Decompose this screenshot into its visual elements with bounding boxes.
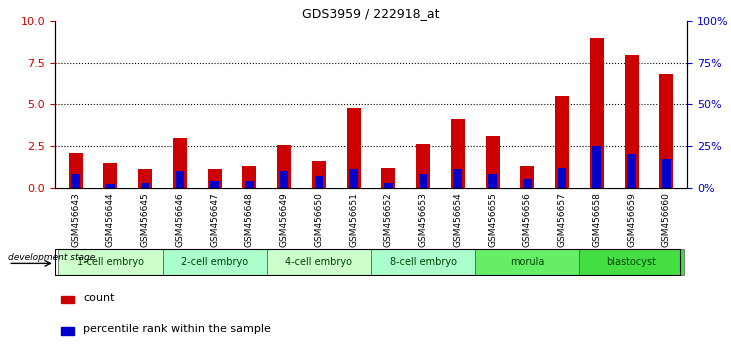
Bar bbox=[592, 146, 601, 188]
Bar bbox=[475, 249, 580, 275]
Bar bbox=[162, 249, 267, 275]
Bar bbox=[419, 174, 428, 188]
Text: GSM456648: GSM456648 bbox=[245, 193, 254, 247]
Text: GSM456653: GSM456653 bbox=[419, 193, 428, 247]
Text: count: count bbox=[83, 293, 115, 303]
Bar bbox=[384, 183, 393, 188]
Bar bbox=[451, 119, 465, 188]
Bar bbox=[346, 108, 360, 188]
Text: 4-cell embryo: 4-cell embryo bbox=[285, 257, 352, 267]
Text: GSM456643: GSM456643 bbox=[71, 193, 80, 247]
Text: 2-cell embryo: 2-cell embryo bbox=[181, 257, 249, 267]
Text: GSM456646: GSM456646 bbox=[175, 193, 184, 247]
Bar bbox=[58, 249, 162, 275]
Bar bbox=[382, 168, 395, 188]
Text: 1-cell embryo: 1-cell embryo bbox=[77, 257, 144, 267]
Bar bbox=[173, 138, 187, 188]
Text: GSM456659: GSM456659 bbox=[627, 193, 636, 247]
Text: GSM456649: GSM456649 bbox=[280, 193, 289, 247]
Bar bbox=[659, 74, 673, 188]
Text: 8-cell embryo: 8-cell embryo bbox=[390, 257, 457, 267]
Bar bbox=[555, 96, 569, 188]
Bar bbox=[267, 249, 371, 275]
Text: GSM456657: GSM456657 bbox=[558, 193, 567, 247]
Text: GSM456660: GSM456660 bbox=[662, 193, 671, 247]
Bar bbox=[208, 169, 221, 188]
Text: blastocyst: blastocyst bbox=[607, 257, 656, 267]
Bar bbox=[485, 136, 499, 188]
Bar bbox=[104, 163, 118, 188]
Bar bbox=[624, 55, 638, 188]
Bar bbox=[280, 171, 289, 188]
Bar bbox=[523, 179, 531, 188]
Text: GSM456655: GSM456655 bbox=[488, 193, 497, 247]
Text: GSM456658: GSM456658 bbox=[592, 193, 602, 247]
Bar bbox=[175, 171, 184, 188]
Bar bbox=[69, 153, 83, 188]
Text: development stage: development stage bbox=[8, 253, 96, 262]
Text: GSM456650: GSM456650 bbox=[314, 193, 323, 247]
Bar bbox=[371, 249, 475, 275]
Bar bbox=[141, 183, 150, 188]
Bar bbox=[558, 168, 567, 188]
Title: GDS3959 / 222918_at: GDS3959 / 222918_at bbox=[302, 7, 440, 20]
Bar bbox=[627, 154, 636, 188]
Text: morula: morula bbox=[510, 257, 545, 267]
Bar bbox=[106, 184, 115, 188]
Bar bbox=[662, 159, 670, 188]
Text: percentile rank within the sample: percentile rank within the sample bbox=[83, 324, 271, 334]
Bar bbox=[243, 166, 257, 188]
Bar bbox=[590, 38, 604, 188]
Text: GSM456654: GSM456654 bbox=[453, 193, 462, 247]
Bar bbox=[349, 169, 358, 188]
Bar bbox=[277, 145, 291, 188]
Text: GSM456656: GSM456656 bbox=[523, 193, 532, 247]
Bar bbox=[314, 176, 323, 188]
Bar bbox=[138, 169, 152, 188]
Text: GSM456644: GSM456644 bbox=[106, 193, 115, 247]
Bar bbox=[312, 161, 326, 188]
Bar bbox=[488, 174, 497, 188]
Bar bbox=[520, 166, 534, 188]
Text: GSM456645: GSM456645 bbox=[140, 193, 150, 247]
Text: GSM456651: GSM456651 bbox=[349, 193, 358, 247]
Bar bbox=[416, 144, 430, 188]
Bar bbox=[72, 174, 80, 188]
Bar bbox=[61, 296, 74, 303]
Bar bbox=[61, 327, 74, 335]
Bar bbox=[211, 181, 219, 188]
Text: GSM456652: GSM456652 bbox=[384, 193, 393, 247]
Bar bbox=[453, 169, 462, 188]
Bar bbox=[245, 181, 254, 188]
Text: GSM456647: GSM456647 bbox=[210, 193, 219, 247]
Bar bbox=[580, 249, 683, 275]
